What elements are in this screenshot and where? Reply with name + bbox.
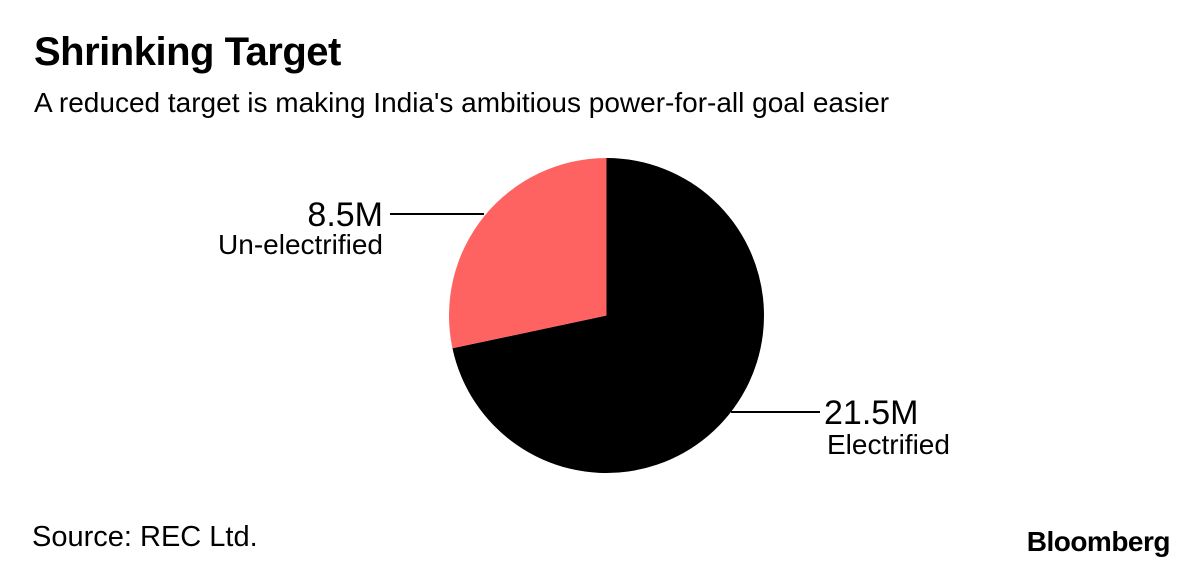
callout-value-unelectrified: 8.5M bbox=[307, 196, 383, 234]
source-attribution: Source: REC Ltd. bbox=[32, 521, 258, 553]
callout-value-electrified: 21.5M bbox=[824, 394, 919, 432]
pie-slice-electrified bbox=[452, 158, 764, 473]
callout-label-unelectrified: Un-electrified bbox=[218, 229, 383, 260]
bloomberg-logo: Bloomberg bbox=[1026, 526, 1171, 557]
callout-label-electrified: Electrified bbox=[827, 429, 950, 460]
pie-slice-un-electrified bbox=[448, 158, 607, 349]
chart-title: Shrinking Target bbox=[34, 30, 341, 74]
chart-subtitle: A reduced target is making India's ambit… bbox=[34, 87, 890, 118]
pie-chart-container bbox=[448, 158, 764, 473]
leader-line-unelectrified bbox=[390, 213, 484, 215]
leader-line-electrified bbox=[731, 411, 820, 413]
pie-chart bbox=[448, 158, 764, 473]
